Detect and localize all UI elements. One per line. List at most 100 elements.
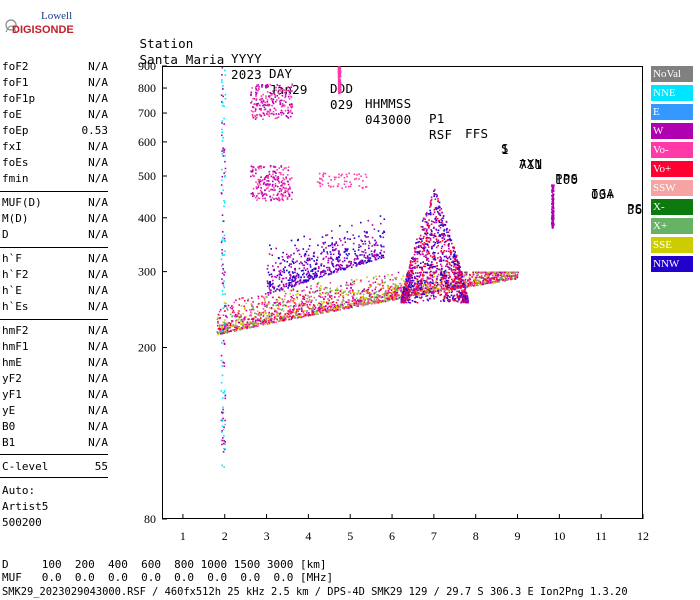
point-echo	[284, 96, 286, 99]
point-main-trace	[485, 276, 488, 278]
point-upper-trace	[379, 235, 381, 237]
hdr-ps-val: 36	[627, 202, 643, 217]
point-f-layer	[432, 294, 435, 296]
point-f-layer	[442, 284, 445, 287]
point-main-trace	[376, 301, 378, 303]
point-echo	[277, 92, 280, 94]
point-main-trace	[231, 311, 234, 314]
point-main-trace	[316, 285, 318, 288]
point-streak	[222, 411, 225, 413]
point-f-layer	[406, 276, 409, 278]
point-f-layer	[447, 244, 450, 246]
point-main-trace	[281, 298, 284, 301]
point-echo	[266, 83, 269, 86]
point-main-trace	[302, 315, 305, 318]
point-main-trace	[388, 298, 391, 300]
point-main-trace	[267, 319, 270, 322]
point-f-layer	[466, 292, 468, 295]
point-upper-trace	[286, 269, 288, 272]
point-streak	[552, 212, 555, 215]
point-streak	[222, 408, 224, 411]
point-f-layer	[447, 245, 450, 248]
point-main-trace	[349, 282, 352, 285]
point-f-layer	[457, 286, 459, 289]
point-f-layer	[427, 299, 429, 302]
point-main-trace	[353, 292, 356, 294]
point-main-trace	[240, 323, 242, 325]
point-main-trace	[327, 303, 329, 305]
point-f-layer	[416, 282, 418, 285]
point-echo	[271, 100, 274, 103]
point-f-layer	[444, 274, 446, 277]
point-streak	[337, 66, 340, 68]
point-main-trace	[323, 301, 326, 304]
point-main-trace	[259, 320, 262, 322]
hdr-iga-val: 03+	[591, 187, 615, 202]
point-upper-trace	[294, 261, 297, 264]
point-main-trace	[328, 295, 331, 297]
point-main-trace	[346, 307, 348, 310]
point-upper-trace	[362, 243, 364, 245]
point-echo	[275, 172, 277, 174]
point-upper-trace	[375, 241, 378, 244]
point-main-trace	[308, 312, 310, 314]
point-f-layer	[416, 253, 419, 255]
point-upper-trace	[381, 245, 383, 248]
point-f-layer	[412, 289, 414, 292]
point-echo	[252, 116, 255, 119]
point-upper-trace	[356, 255, 359, 257]
point-upper-trace	[331, 242, 333, 244]
point-streak	[221, 412, 224, 414]
param-value: N/A	[88, 436, 108, 449]
param-value: N/A	[88, 196, 108, 209]
point-echo	[269, 183, 271, 186]
point-main-trace	[342, 296, 345, 299]
point-f-layer	[444, 280, 446, 283]
point-main-trace	[328, 302, 330, 304]
point-echo	[287, 183, 290, 186]
point-main-trace	[284, 313, 286, 315]
point-f-layer	[404, 294, 407, 296]
point-upper-trace	[351, 224, 353, 227]
point-upper-trace	[292, 272, 294, 274]
point-upper-trace	[315, 276, 318, 278]
point-echo	[251, 166, 254, 168]
point-f-layer	[437, 292, 440, 295]
point-f-layer	[414, 296, 416, 299]
point-main-trace	[433, 288, 435, 291]
point-main-trace	[477, 284, 479, 287]
point-main-trace	[274, 315, 276, 318]
point-f-layer	[453, 278, 456, 280]
point-upper-trace	[352, 248, 355, 251]
point-main-trace	[502, 279, 504, 281]
point-f-layer	[432, 255, 435, 258]
point-main-trace	[504, 271, 506, 274]
footer-muf: MUF 0.0 0.0 0.0 0.0 0.0 0.0 0.0 0.0 [MHz…	[2, 571, 334, 584]
point-f-layer	[406, 273, 409, 275]
point-upper-trace	[323, 265, 325, 267]
point-f-layer	[406, 299, 409, 301]
point-f-layer	[420, 288, 422, 291]
point-main-trace	[497, 275, 499, 278]
point-upper-trace	[321, 236, 324, 238]
x-tick-label: 4	[305, 529, 311, 543]
point-streak	[552, 214, 555, 217]
point-f-layer	[433, 190, 435, 192]
point-main-trace	[401, 290, 404, 293]
param-row-b1: B1 N/A	[2, 436, 108, 450]
point-streak	[223, 343, 226, 345]
point-upper-trace	[291, 279, 294, 281]
point-upper-trace	[325, 256, 327, 258]
point-main-trace	[228, 324, 230, 327]
point-upper-trace	[335, 241, 338, 243]
point-f-layer	[406, 291, 409, 293]
point-echo	[276, 169, 278, 171]
point-echo	[258, 180, 260, 183]
point-main-trace	[307, 301, 310, 303]
point-upper-trace	[298, 279, 301, 282]
point-main-trace	[425, 289, 428, 291]
separator	[0, 454, 108, 455]
point-main-trace	[483, 271, 486, 274]
point-f-layer	[408, 266, 411, 269]
point-streak	[221, 252, 223, 255]
